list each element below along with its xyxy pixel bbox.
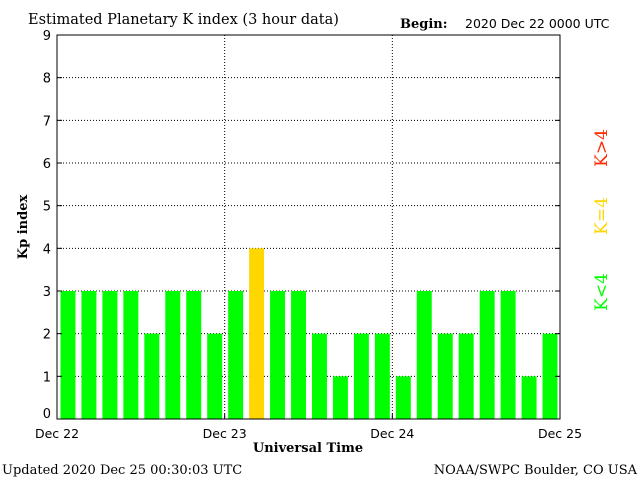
kp-bar [144, 333, 160, 419]
kp-bar [500, 291, 516, 419]
legend-k-equal-4: K=4 [592, 197, 612, 235]
kp-bar [458, 333, 474, 419]
y-tick-label: 0 [43, 407, 51, 422]
kp-bar [374, 333, 390, 419]
y-tick-label: 7 [43, 114, 51, 129]
kp-bar [228, 291, 244, 419]
y-tick-label: 1 [43, 370, 51, 385]
updated-timestamp: Updated 2020 Dec 25 00:30:03 UTC [2, 463, 242, 478]
kp-bar [291, 291, 306, 419]
legend-k-below-4: K<4 [592, 273, 612, 311]
credit-text: NOAA/SWPC Boulder, CO USA [434, 463, 638, 478]
begin-value: 2020 Dec 22 0000 UTC [465, 16, 610, 31]
grid-lines [57, 35, 560, 419]
x-tick-label: Dec 22 [35, 426, 79, 441]
y-tick-label: 9 [43, 29, 51, 44]
kp-bar [165, 291, 181, 419]
kp-bar [332, 376, 348, 419]
plot-frame [56, 34, 561, 420]
kp-bar [521, 376, 537, 419]
y-tick-label: 4 [43, 242, 51, 257]
chart-title: Estimated Planetary K index (3 hour data… [28, 12, 339, 28]
x-tick-label: Dec 25 [538, 426, 582, 441]
kp-bar [270, 291, 286, 419]
begin-label: Begin: [400, 17, 448, 32]
kp-bar [123, 291, 139, 419]
x-ticks: Dec 22 Dec 23 Dec 24 Dec 25 [35, 414, 582, 441]
kp-bar [81, 291, 97, 419]
x-axis-label: Universal Time [253, 441, 363, 456]
y-tick-label: 3 [43, 285, 51, 300]
y-tick-label: 8 [43, 72, 51, 87]
x-tick-label: Dec 23 [203, 426, 247, 441]
kp-bar [395, 376, 411, 419]
kp-bar [542, 333, 558, 419]
legend-k-above-4: K>4 [592, 129, 612, 167]
kp-bar [249, 248, 265, 419]
kp-bar [479, 291, 495, 419]
y-tick-label: 5 [43, 200, 51, 215]
kp-bar [102, 291, 118, 419]
kp-bar [207, 333, 223, 419]
y-axis-label: Kp index [16, 195, 31, 260]
kp-bar [312, 333, 327, 419]
kp-bar [437, 333, 453, 419]
bar-series [60, 248, 558, 419]
kp-bar [416, 291, 432, 419]
kp-bar [60, 291, 76, 419]
y-tick-label: 2 [43, 328, 51, 343]
y-tick-label: 6 [43, 157, 51, 172]
kp-bar [186, 291, 202, 419]
kp-bar [353, 333, 369, 419]
x-tick-label: Dec 24 [370, 426, 414, 441]
y-ticks: 0 1 2 3 4 5 6 7 8 9 [43, 29, 560, 422]
